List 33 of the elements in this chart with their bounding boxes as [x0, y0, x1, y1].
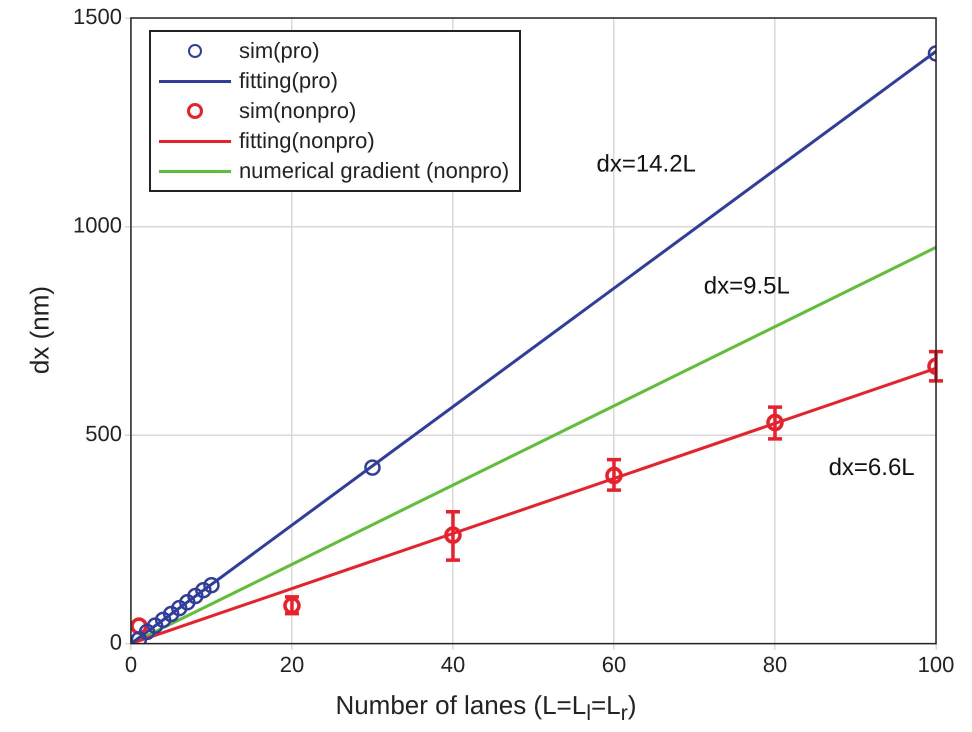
x-tick-label: 60	[602, 652, 626, 677]
point	[444, 526, 462, 544]
x-tick-label: 20	[280, 652, 304, 677]
point	[203, 576, 220, 594]
x-tick-label: 100	[918, 652, 954, 677]
point	[605, 466, 623, 484]
y-axis-title: dx (nm)	[24, 286, 56, 374]
annotation: dx=9.5L	[704, 272, 790, 300]
point	[170, 600, 188, 616]
x-tick-label: 40	[440, 652, 466, 677]
x-axis-title: Number of lanes (L=L$_{l}$=L$_{r}$)	[334, 690, 638, 726]
legend-label: sim(nonpro)	[238, 98, 356, 124]
point	[187, 588, 204, 604]
point	[766, 414, 784, 432]
point	[154, 612, 172, 628]
point	[146, 617, 164, 634]
y-tick-label: 1000	[72, 212, 122, 238]
legend-label: fitting(pro)	[238, 68, 338, 94]
point	[179, 594, 196, 611]
annotation: dx=6.6L	[828, 454, 915, 482]
point	[162, 606, 180, 622]
legend-label: fitting(nonpro)	[238, 128, 375, 154]
x-tick-label: 80	[762, 652, 788, 677]
point	[138, 624, 156, 640]
annotation: dx=14.2L	[596, 150, 696, 178]
legend-label: sim(pro)	[238, 38, 320, 64]
y-tick-label: 500	[85, 421, 122, 446]
legend-label: numerical gradient (nonpro)	[238, 158, 510, 184]
y-tick-label: 0	[110, 630, 122, 655]
y-tick-label: 1500	[72, 4, 122, 30]
point	[195, 582, 212, 598]
x-tick-label: 0	[124, 652, 138, 677]
point	[364, 459, 381, 476]
